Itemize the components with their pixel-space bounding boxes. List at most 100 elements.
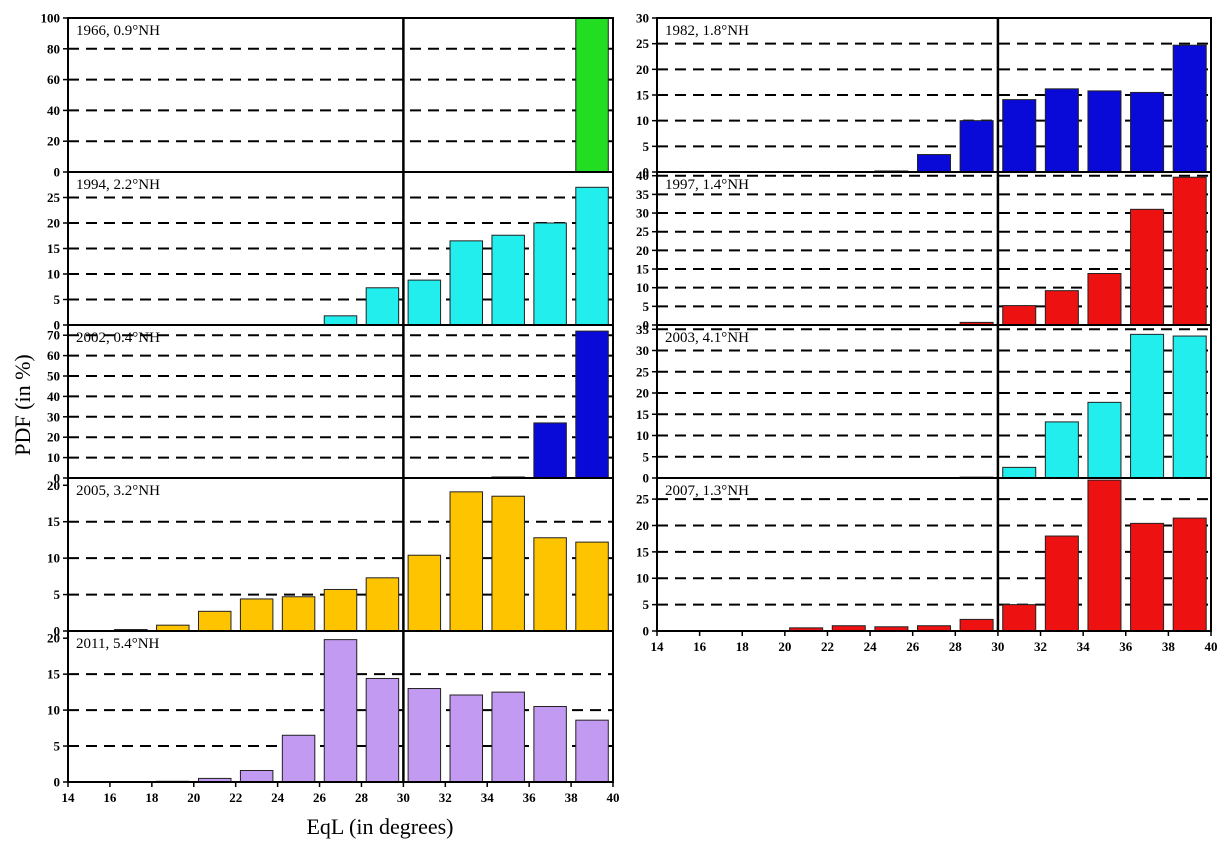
- panel-label: 2003, 4.1°NH: [665, 330, 749, 346]
- y-tick-label: 0: [54, 165, 61, 180]
- y-tick-label: 80: [47, 41, 60, 56]
- panel-label: 2005, 3.2°NH: [76, 483, 160, 499]
- bar: [407, 554, 442, 632]
- x-tick-label: 22: [229, 790, 242, 805]
- y-tick-label: 25: [636, 492, 650, 507]
- x-tick-label: 32: [439, 790, 452, 805]
- y-axis-title: PDF (in %): [10, 354, 35, 455]
- bar: [491, 691, 525, 783]
- bar: [959, 618, 994, 632]
- bar: [1002, 305, 1037, 326]
- y-tick-label: 10: [47, 267, 60, 282]
- bar: [1087, 273, 1122, 326]
- x-tick-label: 26: [906, 639, 920, 654]
- x-tick-label: 18: [145, 790, 159, 805]
- x-tick-label: 32: [1034, 639, 1047, 654]
- y-tick-label: 15: [47, 667, 61, 682]
- x-tick-label: 38: [565, 790, 579, 805]
- bar: [1172, 176, 1207, 326]
- bar: [575, 719, 609, 783]
- bar: [239, 769, 274, 783]
- bar: [323, 588, 358, 632]
- y-tick-label: 30: [636, 11, 649, 26]
- x-tick-label: 38: [1162, 639, 1176, 654]
- y-tick-label: 10: [47, 450, 60, 465]
- y-tick-label: 100: [41, 11, 61, 26]
- y-tick-label: 10: [636, 280, 649, 295]
- x-tick-label: 16: [693, 639, 707, 654]
- bar: [1044, 88, 1079, 173]
- y-tick-label: 30: [636, 343, 649, 358]
- y-tick-label: 10: [636, 113, 649, 128]
- panel-frame: [67, 630, 614, 783]
- bar: [323, 315, 358, 326]
- bar: [1172, 517, 1207, 632]
- y-tick-label: 20: [47, 631, 60, 646]
- y-tick-label: 40: [47, 389, 60, 404]
- y-tick-label: 0: [643, 624, 650, 639]
- panel-label: 2002, 0.4°NH: [76, 330, 160, 346]
- x-tick-label: 16: [103, 790, 117, 805]
- y-tick-label: 30: [636, 206, 649, 221]
- y-tick-label: 35: [636, 187, 650, 202]
- bar: [491, 234, 525, 326]
- bar: [1087, 90, 1122, 173]
- x-tick-label: 34: [481, 790, 495, 805]
- panel-6: 0 5 10 15 20 25 30 1982, 1.8°NH: [636, 11, 1212, 180]
- y-tick-label: 5: [643, 139, 650, 154]
- x-tick-label: 24: [271, 790, 285, 805]
- x-tick-label: 20: [778, 639, 791, 654]
- y-tick-label: 40: [47, 103, 60, 118]
- panel-7: 0 5 10 15 20 25 30 35 40 1997, 1.4°NH: [636, 168, 1212, 333]
- x-axis-title: EqL (in degrees): [306, 814, 453, 839]
- bar: [533, 537, 567, 632]
- bar: [1172, 44, 1207, 173]
- x-tick-label: 40: [607, 790, 620, 805]
- y-tick-label: 15: [636, 262, 650, 277]
- y-tick-label: 0: [54, 624, 61, 639]
- y-tick-label: 0: [643, 165, 650, 180]
- y-tick-label: 20: [636, 518, 649, 533]
- x-tick-label: 30: [991, 639, 1004, 654]
- bar: [916, 154, 952, 173]
- x-tick-label: 18: [736, 639, 750, 654]
- x-tick-label: 24: [864, 639, 878, 654]
- panel-9: 0 5 10 15 20 25 14 16 18 20 22 24 26 28 30 32 34 36 38 40 20…: [636, 477, 1218, 654]
- bar: [1002, 604, 1037, 632]
- bar: [491, 495, 525, 632]
- x-tick-label: 36: [523, 790, 537, 805]
- panel-label: 1994, 2.2°NH: [76, 177, 160, 193]
- y-tick-label: 5: [54, 587, 61, 602]
- panel-1: 0 20 40 60 80 100 1966, 0.9°NH: [41, 11, 614, 180]
- y-tick-label: 30: [47, 409, 60, 424]
- bar: [449, 240, 484, 326]
- y-tick-label: 0: [54, 318, 61, 333]
- y-tick-label: 20: [47, 478, 60, 493]
- y-tick-label: 10: [636, 428, 649, 443]
- x-tick-label: 30: [397, 790, 410, 805]
- panel-8: 0 5 10 15 20 25 30 35 2003, 4.1°NH: [636, 322, 1212, 486]
- bar: [1044, 290, 1079, 326]
- y-tick-label: 20: [47, 430, 60, 445]
- y-tick-label: 15: [636, 407, 650, 422]
- x-tick-label: 40: [1205, 639, 1218, 654]
- y-tick-label: 25: [47, 190, 61, 205]
- panel-2: 0 5 10 15 20 25 1994, 2.2°NH: [47, 171, 614, 333]
- bar: [533, 222, 567, 326]
- panel-label: 1966, 0.9°NH: [76, 23, 160, 39]
- bar: [449, 491, 484, 632]
- bar: [407, 688, 442, 783]
- panel-label: 2007, 1.3°NH: [665, 483, 749, 499]
- y-tick-label: 5: [643, 449, 650, 464]
- y-tick-label: 15: [636, 88, 650, 103]
- y-tick-label: 10: [47, 551, 60, 566]
- bar: [1087, 479, 1122, 632]
- y-tick-label: 5: [54, 739, 61, 754]
- bar: [197, 610, 232, 632]
- y-tick-label: 10: [636, 571, 649, 586]
- y-tick-label: 0: [54, 775, 61, 790]
- y-tick-label: 40: [636, 168, 649, 183]
- bar: [281, 734, 316, 783]
- bar: [575, 186, 609, 326]
